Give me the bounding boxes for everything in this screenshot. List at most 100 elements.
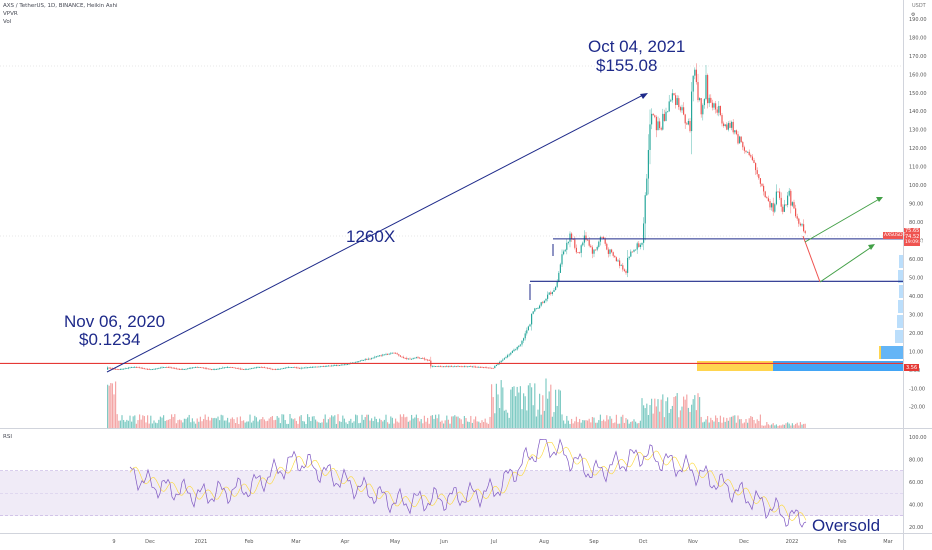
- volume-bar: [220, 414, 222, 428]
- candle: [503, 358, 505, 360]
- candle: [163, 367, 165, 368]
- rsi-tick-label: 40.00: [909, 502, 923, 508]
- time-tick-label: Apr: [341, 539, 351, 545]
- volume-bar: [449, 423, 451, 428]
- candle: [187, 368, 189, 370]
- drop-projection-line[interactable]: [802, 235, 821, 283]
- candle: [126, 368, 128, 369]
- volume-bar: [406, 416, 408, 428]
- candle: [225, 367, 227, 369]
- volume-bar: [126, 419, 128, 428]
- candle: [739, 136, 741, 144]
- candle: [799, 223, 801, 226]
- candle: [700, 98, 702, 115]
- start-date-annotation[interactable]: Nov 06, 2020: [64, 312, 166, 331]
- volume-bar: [230, 418, 232, 428]
- candle: [231, 367, 233, 368]
- candle: [291, 367, 293, 368]
- candle: [326, 365, 328, 367]
- rsi-label[interactable]: RSI: [3, 434, 12, 440]
- candle: [580, 245, 582, 253]
- candle: [791, 202, 793, 206]
- time-tick-label: Feb: [245, 539, 254, 545]
- volume-bar: [334, 415, 336, 428]
- price-tick-label: 80.00: [909, 220, 923, 226]
- volume-bar: [577, 422, 579, 428]
- candle: [412, 357, 414, 359]
- volume-label[interactable]: Vol: [3, 19, 12, 25]
- candle: [655, 116, 657, 131]
- volume-bar: [491, 384, 493, 428]
- volume-bar: [523, 393, 525, 428]
- volume-bar: [649, 405, 651, 428]
- volume-bar: [297, 423, 299, 428]
- candle: [518, 345, 520, 347]
- volume-profile-bar: [899, 285, 903, 298]
- price-axis[interactable]: 190.00 180.00 170.00 160.00 150.00 140.00 130.…: [909, 17, 927, 411]
- candle: [471, 366, 473, 368]
- candle: [323, 366, 325, 367]
- rsi-line: [129, 438, 807, 528]
- volume-bar: [614, 422, 616, 428]
- time-axis[interactable]: 9 Dec 2021 Feb Mar Apr May Jun Jul Aug Sep Oct Nov De…: [112, 539, 893, 545]
- growth-arrow[interactable]: [106, 93, 646, 373]
- candle: [479, 366, 481, 368]
- volume-bar: [606, 415, 608, 428]
- volume-bar: [115, 381, 117, 428]
- volume-bar: [383, 419, 385, 428]
- start-price-annotation[interactable]: $0.1234: [79, 330, 141, 349]
- candle: [443, 366, 445, 368]
- candle: [779, 191, 781, 198]
- volume-bar: [777, 425, 779, 428]
- candle: [409, 358, 411, 360]
- bounce-projection-upper[interactable]: [804, 197, 882, 243]
- settings-icon[interactable]: ⚙: [911, 12, 916, 18]
- candle: [499, 362, 501, 364]
- candle: [199, 367, 201, 368]
- volume-bar: [771, 424, 773, 428]
- candle: [363, 360, 365, 361]
- candle: [143, 368, 145, 370]
- volume-bar: [159, 416, 161, 428]
- volume-bar: [713, 421, 715, 428]
- bounce-projection-lower[interactable]: [819, 245, 874, 283]
- volume-bar: [227, 417, 229, 428]
- gain-annotation[interactable]: 1260X: [346, 227, 396, 246]
- volume-bar: [268, 418, 270, 428]
- volume-bar: [588, 418, 590, 428]
- symbol-line[interactable]: AXS / TetherUS, 1D, BINANCE, Heikin Ashi: [3, 3, 118, 9]
- volume-bar: [751, 416, 753, 428]
- volume-bar: [182, 422, 184, 428]
- volume-bar: [239, 416, 241, 428]
- candle: [607, 249, 609, 254]
- vpvr-label[interactable]: VPVR: [3, 11, 18, 17]
- peak-date-annotation[interactable]: Oct 04, 2021: [588, 37, 686, 56]
- candle: [294, 367, 296, 368]
- volume-bar: [318, 422, 320, 428]
- candle: [166, 367, 168, 368]
- candle: [223, 367, 225, 369]
- price-pane[interactable]: [0, 0, 903, 428]
- candle: [623, 269, 625, 271]
- volume-bar: [294, 418, 296, 428]
- candle: [494, 366, 496, 369]
- volume-bar: [769, 425, 771, 428]
- volume-bar: [147, 415, 149, 428]
- volume-bar: [447, 419, 449, 428]
- volume-bar: [691, 404, 693, 428]
- oversold-annotation[interactable]: Oversold: [812, 516, 881, 535]
- candle: [180, 369, 182, 370]
- volume-bar: [244, 422, 246, 428]
- volume-profile-bar: [897, 315, 903, 328]
- ticker-tag: AXSUSDT: [884, 233, 906, 238]
- candle: [561, 254, 563, 265]
- candle: [310, 367, 312, 368]
- rsi-axis[interactable]: 100.00 80.00 60.00 40.00 20.00: [909, 435, 927, 531]
- candle: [135, 366, 137, 368]
- volume-bar: [745, 419, 747, 428]
- candle: [414, 357, 416, 359]
- candle: [566, 242, 568, 250]
- volume-bar: [519, 386, 521, 428]
- peak-price-annotation[interactable]: $155.08: [596, 56, 658, 75]
